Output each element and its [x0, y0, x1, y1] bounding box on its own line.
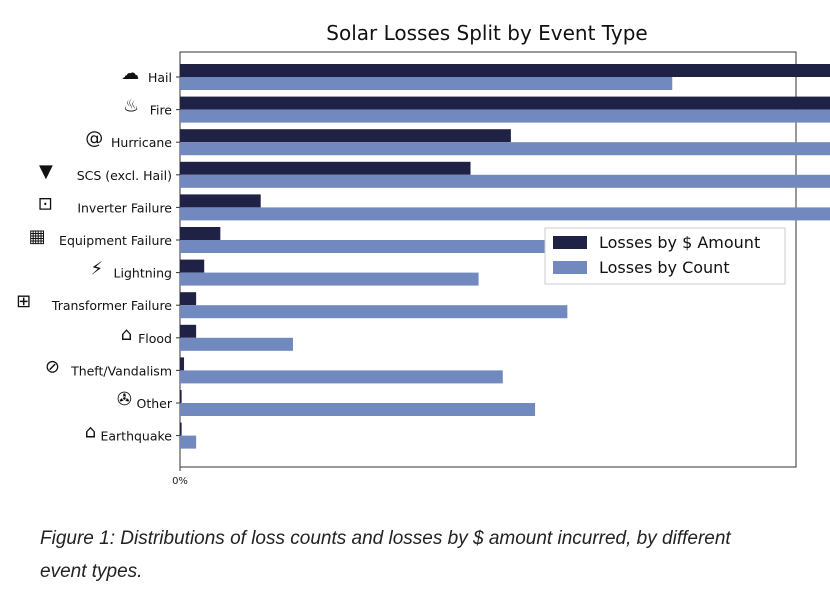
- transformer-icon: ⊞: [16, 291, 31, 312]
- bar-amount: [180, 129, 511, 143]
- y-tick-label: Fire: [150, 103, 173, 118]
- bar-count: [180, 272, 479, 286]
- tornado-icon: ▼: [39, 161, 53, 182]
- bar-count: [180, 174, 830, 188]
- bar-count: [180, 207, 830, 221]
- hail-cloud-icon: ☁: [121, 63, 139, 84]
- bar-amount: [180, 64, 830, 77]
- y-tick-label: Other: [137, 396, 173, 411]
- earthquake-house-icon: ⌂: [85, 422, 96, 443]
- y-tick-label: Lightning: [114, 266, 172, 281]
- legend-swatch: [553, 236, 587, 249]
- bar-amount: [180, 292, 197, 306]
- bar-count: [180, 109, 830, 123]
- x-tick-label: 0%: [172, 476, 188, 487]
- y-tick-label: Equipment Failure: [59, 233, 172, 248]
- equipment-icon: ▦: [29, 226, 46, 247]
- y-tick-label: Transformer Failure: [51, 298, 172, 313]
- figure-caption: Figure 1: Distributions of loss counts a…: [40, 528, 731, 582]
- y-tick-label: SCS (excl. Hail): [77, 168, 172, 183]
- y-tick-label: Earthquake: [100, 429, 172, 444]
- bar-amount: [180, 390, 182, 403]
- legend: Losses by $ Amount Losses by Count: [544, 227, 786, 285]
- legend-label: Losses by Count: [599, 258, 730, 277]
- chart-title: Solar Losses Split by Event Type: [326, 21, 647, 45]
- bar-amount: [180, 422, 182, 436]
- bar-amount: [180, 259, 205, 273]
- fire-icon: ♨: [123, 96, 139, 117]
- other-tools-icon: ✇: [117, 389, 132, 410]
- legend-label: Losses by $ Amount: [599, 233, 760, 252]
- bar-count: [180, 142, 830, 156]
- hurricane-icon: @: [85, 128, 103, 149]
- bar-amount: [180, 324, 197, 338]
- y-tick-label: Flood: [138, 331, 172, 346]
- inverter-icon: ⊡: [38, 193, 53, 214]
- y-tick-label: Inverter Failure: [77, 200, 172, 215]
- legend-swatch: [553, 261, 587, 274]
- bar-chart: Solar Losses Split by Event Type Hail ☁ Fi…: [16, 21, 830, 487]
- plot-area: [179, 51, 797, 468]
- bar-count: [180, 370, 503, 384]
- bar-count: [180, 337, 293, 351]
- lightning-icon: ⚡: [91, 259, 104, 280]
- bar-count: [180, 305, 568, 319]
- bar-amount: [180, 96, 830, 110]
- bar-amount: [180, 357, 185, 371]
- bar-count: [180, 403, 536, 416]
- bar-count: [180, 435, 197, 449]
- bar-count: [180, 77, 673, 90]
- bar-amount: [180, 194, 261, 208]
- y-tick-label: Hail: [148, 70, 172, 85]
- bar-amount: [180, 227, 221, 240]
- y-tick-label: Theft/Vandalism: [70, 363, 172, 378]
- bar-amount: [180, 161, 471, 175]
- y-tick-label: Hurricane: [111, 135, 172, 150]
- flood-icon: ⌂: [121, 324, 132, 345]
- theft-icon: ⊘: [45, 356, 60, 377]
